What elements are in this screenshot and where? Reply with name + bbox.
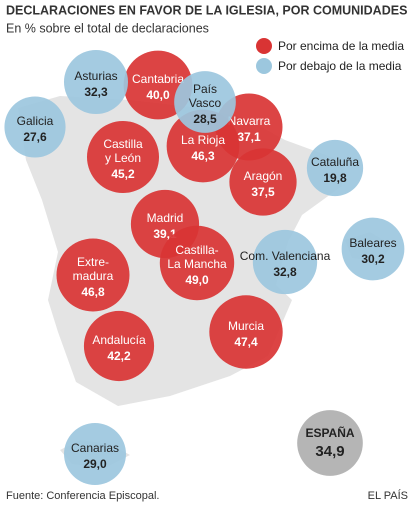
value-label: 42,2 — [107, 349, 131, 363]
region-label: Com. Valenciana — [240, 249, 331, 263]
region-label: Baleares — [349, 236, 396, 250]
value-label: 32,8 — [273, 265, 297, 279]
legend-label: Por encima de la media — [278, 39, 404, 53]
chart-title: DECLARACIONES EN FAVOR DE LA IGLESIA, PO… — [6, 3, 407, 17]
value-label: 40,0 — [146, 88, 170, 102]
bubble — [341, 217, 405, 281]
region-label: Asturias — [74, 69, 117, 83]
bubble — [306, 139, 364, 197]
region-label: Cantabria — [132, 72, 184, 86]
region-label: Murcia — [228, 319, 264, 333]
region-label: Navarra — [228, 114, 271, 128]
legend-marker — [256, 38, 272, 54]
bubble — [174, 71, 236, 133]
region-label: Andalucía — [92, 333, 146, 347]
region-label: Galicia — [17, 114, 54, 128]
region-label: Aragón — [244, 169, 283, 183]
bubble-total — [297, 410, 363, 476]
value-label: 30,2 — [361, 252, 385, 266]
bubble — [229, 148, 297, 216]
region-label: Canarias — [71, 441, 119, 455]
source: Fuente: Conferencia Episcopal. — [6, 490, 159, 502]
bubble — [252, 229, 318, 295]
value-label: 46,3 — [191, 149, 215, 163]
region-label: Castilla- — [175, 243, 218, 257]
value-label: 27,6 — [23, 130, 47, 144]
region-label: Castilla — [103, 137, 143, 151]
value-label: 46,8 — [81, 285, 105, 299]
region-label: La Mancha — [167, 257, 227, 271]
bubble — [159, 225, 235, 301]
credit: EL PAÍS — [368, 489, 408, 502]
region-label: y León — [105, 151, 141, 165]
value-label: 49,0 — [185, 273, 209, 287]
value-label: 37,1 — [237, 130, 261, 144]
bubble — [209, 295, 283, 369]
value-label: 19,8 — [323, 171, 347, 185]
region-label: Cataluña — [311, 155, 359, 169]
region-label: País — [193, 82, 217, 96]
bubble — [4, 96, 66, 158]
bubble — [86, 120, 160, 194]
region-label: Extre- — [77, 255, 109, 269]
value-label: 47,4 — [234, 335, 258, 349]
total-label: ESPAÑA — [305, 425, 354, 440]
bubble — [64, 423, 126, 485]
chart-subtitle: En % sobre el total de declaraciones — [6, 21, 209, 35]
value-label: 37,5 — [251, 185, 275, 199]
region-label: madura — [73, 269, 114, 283]
region-label: Vasco — [189, 96, 222, 110]
legend-marker — [256, 58, 272, 74]
legend-label: Por debajo de la media — [278, 59, 402, 73]
bubble — [56, 238, 130, 312]
region-label: Madrid — [147, 211, 184, 225]
value-label: 45,2 — [111, 167, 135, 181]
bubble — [83, 310, 155, 382]
value-label: 32,3 — [84, 85, 108, 99]
value-label: 28,5 — [193, 112, 217, 126]
region-label: La Rioja — [181, 133, 225, 147]
total-value: 34,9 — [315, 443, 344, 460]
value-label: 29,0 — [83, 457, 107, 471]
bubble — [63, 49, 129, 115]
